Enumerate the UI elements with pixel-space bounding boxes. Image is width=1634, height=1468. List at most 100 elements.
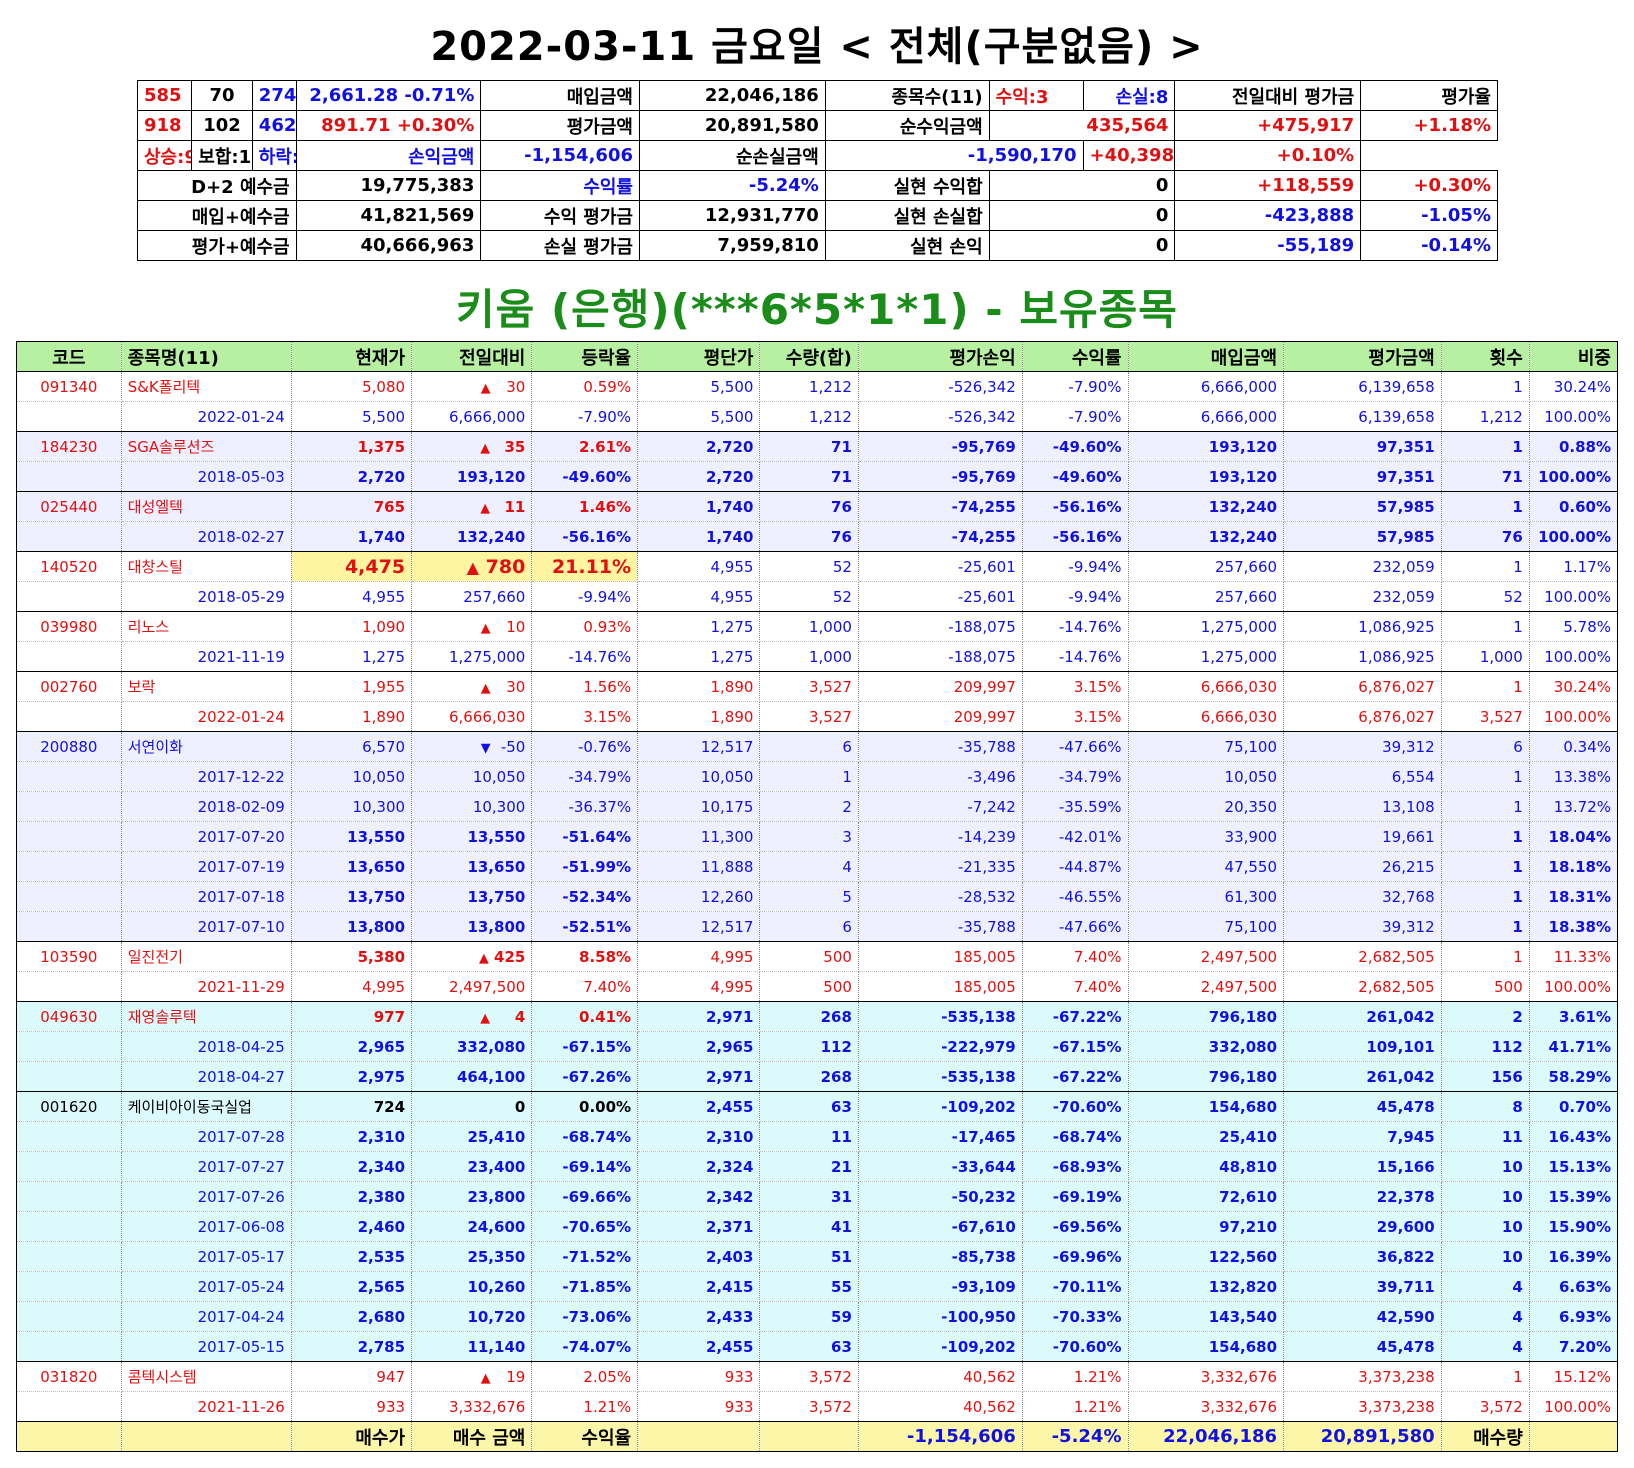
- table-row[interactable]: 2017-07-20 13,550 13,550 -51.64% 11,300 3 -14,…: [16, 821, 1619, 852]
- table-row[interactable]: 091340 S&K폴리텍 5,080 ▲ 30 0.59% 5,500 1,212 -526…: [16, 371, 1619, 402]
- table-row[interactable]: 2017-06-08 2,460 24,600 -70.65% 2,371 41 -67,6…: [16, 1211, 1619, 1242]
- table-row[interactable]: 140520 대창스틸 4,475 ▲ 780 21.11% 4,955 52 -25,601…: [16, 551, 1619, 582]
- cell-name: 서연이화: [120, 731, 292, 762]
- column-header[interactable]: 전일대비: [411, 341, 533, 372]
- cell-code: [16, 851, 122, 882]
- cell-buy: 97,210: [1127, 1211, 1285, 1242]
- table-row[interactable]: 2017-07-18 13,750 13,750 -52.34% 12,260 5 -28,…: [16, 881, 1619, 912]
- cell-wt: 41.71%: [1528, 1031, 1619, 1062]
- table-row[interactable]: 001620 케이비아이동국실업 724 0 0.00% 2,455 63 -109,202-…: [16, 1091, 1619, 1122]
- table-row[interactable]: 2021-11-19 1,275 1,275,000 -14.76% 1,275 1,00…: [16, 641, 1619, 672]
- table-row[interactable]: 002760 보락 1,955 ▲ 30 1.56% 1,890 3,527 209,997 3…: [16, 671, 1619, 702]
- table-row[interactable]: 184230 SGA솔루션즈 1,375 ▲ 35 2.61% 2,720 71 -95,76…: [16, 431, 1619, 462]
- column-header[interactable]: 평가금액: [1283, 341, 1442, 372]
- table-row[interactable]: 2017-05-15 2,785 11,140 -74.07% 2,455 63 -109,…: [16, 1331, 1619, 1362]
- cell-ret: -68.93%: [1021, 1151, 1129, 1182]
- cell-wt: 11.33%: [1528, 941, 1619, 972]
- table-row[interactable]: 2018-05-03 2,720 193,120 -49.60% 2,720 71 -95,…: [16, 461, 1619, 492]
- summary-row: 매입+예수금 41,821,569 수익 평가금 12,931,770 실현 손실합 0-…: [137, 200, 1498, 231]
- summary-cell: 수익:3: [988, 80, 1084, 111]
- column-header[interactable]: 평단가: [637, 341, 761, 372]
- table-row[interactable]: 2018-04-25 2,965 332,080 -67.15% 2,965 112 -22…: [16, 1031, 1619, 1062]
- cell-cnt: 6: [1440, 731, 1530, 762]
- table-row[interactable]: 2018-05-29 4,955 257,660 -9.94% 4,955 52 -25,6…: [16, 581, 1619, 612]
- cell-chg: 24,600: [411, 1211, 533, 1242]
- table-row[interactable]: 2022-01-24 1,890 6,666,030 3.15% 1,890 3,527 2…: [16, 701, 1619, 732]
- column-header[interactable]: 등락율: [531, 341, 639, 372]
- cell-cnt: 76: [1440, 521, 1530, 552]
- column-header[interactable]: 코드: [16, 341, 122, 372]
- table-row[interactable]: 2021-11-29 4,995 2,497,500 7.40% 4,995 500 185…: [16, 971, 1619, 1002]
- table-row[interactable]: 025440 대성엘텍 765 ▲ 11 1.46% 1,740 76 -74,255 -56.…: [16, 491, 1619, 522]
- cell-chg: 10,260: [411, 1271, 533, 1302]
- table-row[interactable]: 2017-05-17 2,535 25,350 -71.52% 2,403 51 -85,7…: [16, 1241, 1619, 1272]
- cell-cnt: 52: [1440, 581, 1530, 612]
- column-header[interactable]: 종목명(11): [120, 341, 292, 372]
- cell-avg: 2,720: [637, 431, 761, 462]
- column-header[interactable]: 평가손익: [857, 341, 1023, 372]
- cell-ret: -46.55%: [1021, 881, 1129, 912]
- table-row[interactable]: 2017-07-28 2,310 25,410 -68.74% 2,310 11 -17,4…: [16, 1121, 1619, 1152]
- cell-pl: -35,788: [857, 911, 1023, 942]
- cell-wt: 16.39%: [1528, 1241, 1619, 1272]
- table-row[interactable]: 2017-05-24 2,565 10,260 -71.85% 2,415 55 -93,1…: [16, 1271, 1619, 1302]
- cell-rate: -51.99%: [531, 851, 639, 882]
- table-row[interactable]: 2018-02-27 1,740 132,240 -56.16% 1,740 76 -74,…: [16, 521, 1619, 552]
- table-row[interactable]: 2018-02-09 10,300 10,300 -36.37% 10,175 2 -7,2…: [16, 791, 1619, 822]
- table-row[interactable]: 2017-04-24 2,680 10,720 -73.06% 2,433 59 -100,…: [16, 1301, 1619, 1332]
- cell-qty: 76: [759, 521, 859, 552]
- cell-buy: 6,666,000: [1127, 401, 1285, 432]
- cell-ret: -49.60%: [1021, 461, 1129, 492]
- cell-ret: -67.15%: [1021, 1031, 1129, 1062]
- cell-buy: 796,180: [1127, 1061, 1285, 1092]
- summary-cell: 585: [136, 80, 193, 111]
- column-header[interactable]: 현재가: [290, 341, 413, 372]
- cell-evl: 45,478: [1283, 1091, 1442, 1122]
- summary-cell: -423,888: [1174, 200, 1362, 231]
- table-row[interactable]: 049630 재영솔루텍 977 ▲ 4 0.41% 2,971 268 -535,138 -6…: [16, 1001, 1619, 1032]
- table-row[interactable]: 2021-11-26 933 3,332,676 1.21% 933 3,572 40,56…: [16, 1391, 1619, 1422]
- table-row[interactable]: 2022-01-24 5,500 6,666,000 -7.90% 5,500 1,212…: [16, 401, 1619, 432]
- cell-avg: 2,720: [637, 461, 761, 492]
- column-header[interactable]: 수익률: [1021, 341, 1129, 372]
- table-row[interactable]: 2017-07-27 2,340 23,400 -69.14% 2,324 21 -33,6…: [16, 1151, 1619, 1182]
- table-row[interactable]: 2017-12-22 10,050 10,050 -34.79% 10,050 1 -3,4…: [16, 761, 1619, 792]
- cell-chg: 23,800: [411, 1181, 533, 1212]
- cell-ret: 1.21%: [1021, 1391, 1129, 1422]
- table-row[interactable]: 2018-04-27 2,975 464,100 -67.26% 2,971 268 -53…: [16, 1061, 1619, 1092]
- cell-cnt: 2: [1440, 1001, 1530, 1032]
- column-header[interactable]: 비중: [1528, 341, 1619, 372]
- cell-buy: 33,900: [1127, 821, 1285, 852]
- table-row[interactable]: 2017-07-26 2,380 23,800 -69.66% 2,342 31 -50,2…: [16, 1181, 1619, 1212]
- cell-ret: -56.16%: [1021, 521, 1129, 552]
- summary-cell: 0: [988, 230, 1176, 261]
- cell-chg: 132,240: [411, 521, 533, 552]
- cell-buy: 6,666,030: [1127, 671, 1285, 702]
- cell-ret: -70.60%: [1021, 1331, 1129, 1362]
- column-header[interactable]: 매입금액: [1127, 341, 1285, 372]
- up-arrow-icon: ▲: [480, 440, 491, 456]
- summary-cell: 하락:1: [251, 140, 297, 171]
- cell-name: 2017-07-27: [120, 1151, 292, 1182]
- column-header[interactable]: 횟수: [1440, 341, 1530, 372]
- table-row[interactable]: 2017-07-19 13,650 13,650 -51.99% 11,888 4 -21,…: [16, 851, 1619, 882]
- cell-rate: -56.16%: [531, 521, 639, 552]
- cell-ret: 3.15%: [1021, 671, 1129, 702]
- cell-avg: 4,995: [637, 971, 761, 1002]
- table-row[interactable]: 103590 일진전기 5,380 ▲ 425 8.58% 4,995 500 185,005…: [16, 941, 1619, 972]
- cell-code: [16, 881, 122, 912]
- table-row[interactable]: 200880 서연이화 6,570 ▼ -50 -0.76% 12,517 6 -35,788…: [16, 731, 1619, 762]
- column-header[interactable]: 수량(합): [759, 341, 859, 372]
- table-row[interactable]: 031820 콤텍시스템 947 ▲ 19 2.05% 933 3,572 40,562 1.2…: [16, 1361, 1619, 1392]
- cell-cur: 5,080: [290, 371, 413, 402]
- cell-pl: -535,138: [857, 1061, 1023, 1092]
- cell-rate: -7.90%: [531, 401, 639, 432]
- footer-cell: -1,154,606: [857, 1421, 1023, 1452]
- cell-pl: -25,601: [857, 581, 1023, 612]
- cell-buy: 20,350: [1127, 791, 1285, 822]
- cell-evl: 232,059: [1283, 551, 1442, 582]
- cell-rate: 0.41%: [531, 1001, 639, 1032]
- cell-evl: 29,600: [1283, 1211, 1442, 1242]
- table-row[interactable]: 2017-07-10 13,800 13,800 -52.51% 12,517 6 -35,…: [16, 911, 1619, 942]
- table-row[interactable]: 039980 리노스 1,090 ▲ 10 0.93% 1,275 1,000 -188,07…: [16, 611, 1619, 642]
